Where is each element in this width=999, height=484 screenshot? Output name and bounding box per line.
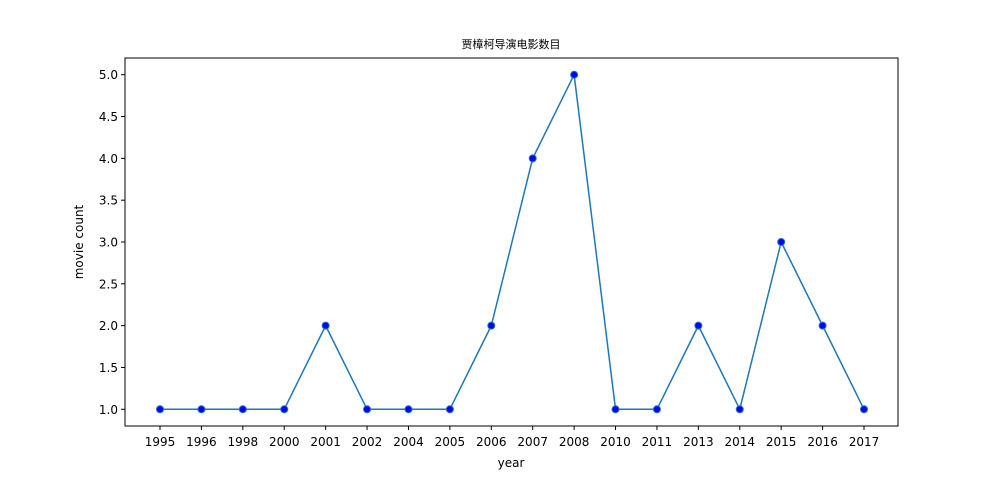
data-point (777, 238, 786, 246)
data-point (611, 405, 620, 414)
series-line (160, 73, 865, 411)
data-point (735, 405, 744, 414)
y-tick-label: 2.0 (99, 319, 118, 333)
x-tick-label: 2013 (683, 435, 714, 449)
x-tick-label: 2017 (849, 435, 880, 449)
y-tick-label: 4.5 (99, 110, 118, 124)
x-tick-label: 2002 (352, 435, 383, 449)
x-axis-label: year (498, 456, 525, 470)
data-point (238, 405, 247, 414)
y-tick-label: 5.0 (99, 68, 118, 82)
x-tick-label: 1996 (186, 435, 217, 449)
x-tick-label: 2011 (642, 435, 673, 449)
x-tick-label: 2015 (766, 435, 797, 449)
data-point (860, 405, 868, 414)
data-point (156, 405, 164, 414)
data-point (570, 70, 579, 79)
chart-title: 贾樟柯导演电影数目 (462, 37, 561, 51)
y-tick-label: 1.0 (99, 403, 118, 417)
y-axis: 1.0 1.5 2.0 2.5 3.0 3.5 4.0 4.5 5.0 (99, 68, 125, 417)
y-tick-label: 3.5 (99, 194, 118, 208)
y-tick-label: 2.5 (99, 277, 118, 291)
y-tick-label: 3.0 (99, 236, 118, 250)
data-point (528, 154, 537, 163)
x-tick-label: 2001 (310, 435, 341, 449)
x-tick-label: 2005 (435, 435, 466, 449)
x-tick-label: 2006 (476, 435, 507, 449)
data-point (445, 405, 454, 414)
data-point (321, 321, 330, 330)
series-layer (156, 70, 868, 414)
x-tick-label: 2016 (807, 435, 838, 449)
data-point (363, 405, 372, 414)
data-point (280, 405, 289, 414)
data-point (197, 405, 206, 414)
x-tick-label: 2008 (559, 435, 590, 449)
data-point (694, 321, 703, 330)
x-tick-label: 1995 (145, 435, 176, 449)
x-tick-label: 2014 (724, 435, 755, 449)
x-tick-label: 2004 (393, 435, 424, 449)
x-tick-label: 1998 (228, 435, 259, 449)
data-point (487, 321, 496, 330)
x-axis: 1995 1996 1998 2000 2001 2002 2004 2005 2006 2007… (145, 426, 880, 449)
x-tick-label: 2010 (600, 435, 631, 449)
x-tick-label: 2000 (269, 435, 300, 449)
data-point (404, 405, 413, 414)
data-point (818, 321, 827, 330)
y-tick-label: 1.5 (99, 361, 118, 375)
data-point (652, 405, 661, 414)
y-tick-label: 4.0 (99, 152, 118, 166)
y-axis-label: movie count (72, 204, 86, 279)
x-tick-label: 2007 (517, 435, 548, 449)
